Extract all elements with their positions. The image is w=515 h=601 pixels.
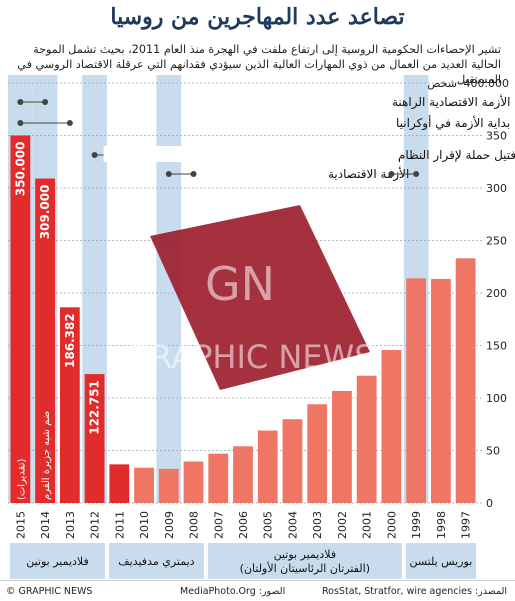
footer-credit: © GRAPHIC NEWS [6,586,93,597]
bar-2008 [183,461,204,503]
bar-2014 [35,178,55,504]
bar-2003 [307,404,328,503]
bar-2010 [134,467,154,503]
y-tick-label-3: 150 [486,340,507,353]
x-tick-label-2011: 2011 [113,511,126,539]
annotation-dot-2-a [91,152,98,158]
x-tick-label-2002: 2002 [336,511,349,539]
x-tick-label-2000: 2000 [385,511,398,539]
annotation-dot-0-b [42,99,49,105]
y-unit-label: شخص [427,77,457,90]
era-sublabel-1: (الفترتان الرئاسيتان الأولتان) [240,561,370,575]
x-tick-label-2009: 2009 [163,511,176,539]
x-tick-label-2001: 2001 [361,511,374,539]
x-tick-label-2010: 2010 [138,511,151,539]
annotation-dot-1-b [66,120,73,126]
y-tick-label-5: 250 [486,235,507,248]
x-tick-label-2007: 2007 [212,511,225,539]
x-tick-label-2004: 2004 [286,511,299,539]
x-tick-label-2008: 2008 [188,511,201,539]
footer: © GRAPHIC NEWS MediaPhoto.Org :الصور الم… [0,580,515,601]
x-tick-label-2013: 2013 [64,511,77,539]
passport-image [150,205,370,390]
y-tick-label-2: 100 [486,392,507,405]
x-tick-label-1999: 1999 [410,511,423,539]
y-tick-label-4: 200 [486,287,507,300]
bar-note-2015: (تقديرات) [16,459,27,501]
x-tick-label-1997: 1997 [460,511,473,539]
bar-2004 [282,419,303,503]
x-tick-label-2015: 2015 [14,511,27,539]
y-tick-label-0: 0 [486,497,493,510]
y-tick-label-1: 50 [486,445,500,458]
annotation-dot-3-a [165,171,172,177]
bar-2013 [59,307,80,503]
bar-2001 [356,375,377,503]
watermark-text: GRAPHIC NEWS [125,338,374,376]
annotation-dot-3-b [190,171,197,177]
x-tick-label-2012: 2012 [89,511,102,539]
bar-2000 [381,350,402,503]
annotation-dot-4-a [388,171,395,177]
bar-2011 [109,464,130,503]
era-band-2 [108,543,204,579]
watermark: GN GRAPHIC NEWS [125,205,375,390]
era-label-0: بوريس يلتسن [409,555,472,568]
x-axis: 2015 2014 2013 2012 2011 2010 2009 2008 2007 2006… [14,511,472,539]
annotation-bg-2 [103,146,401,162]
annotation-text-3: الأزمة الاقتصادية [328,166,409,182]
annotation-dot-1-a [17,120,24,126]
x-tick-label-2003: 2003 [311,511,324,539]
y-tick-label-8: 400.000 [464,77,510,90]
x-tick-label-1998: 1998 [435,511,448,539]
bar-2012 [84,374,105,503]
y-axis: 0 50 100 150 200 250 300 350 400.000 شخص [427,77,509,510]
bar-2005 [257,430,278,503]
data-label-2012: 122.751 [88,380,102,435]
bar-2006 [233,446,253,503]
y-tick-label-7: 350 [486,130,507,143]
data-label-2015: 350.000 [13,142,27,197]
chart-subtitle: تشير الإحصاءات الحكومية الروسية إلى ارتف… [17,43,501,86]
y-tick-label-6: 300 [486,182,507,195]
era-label-3: فلاديمير بوتين [26,555,89,568]
chart-title: تصاعد عدد المهاجرين من روسيا [110,4,405,30]
bar-1997 [455,258,476,503]
annotation-text-2: الاحتجاجات الحاشدة تشعل فتيل حملة لإقرار… [398,148,515,163]
annotation-text-1: بداية الأزمة في أوكرانيا [396,115,510,131]
annotations: الأزمة الاقتصادية الراهنة بداية الأزمة في… [17,93,515,182]
era-label-2: ديمتري مدفيديف [118,555,194,568]
x-tick-label-2005: 2005 [262,511,275,539]
annotation-text-0: الأزمة الاقتصادية الراهنة [392,94,511,110]
bar-1998 [431,278,451,503]
annotation-bg-1 [244,114,399,130]
annotation-dot-0-a [17,99,24,105]
era-band-1 [207,543,402,579]
annotation-bg-0 [234,93,395,109]
bar-note-2014: ضم شبه جزيرة القرم [41,411,52,500]
x-tick-label-2014: 2014 [39,511,52,539]
bar-2002 [332,390,352,503]
bar-chart: GN GRAPHIC NEWS 350.000 309.000 186.382 122.… [8,75,515,579]
x-tick-label-2006: 2006 [237,511,250,539]
footer-photo-credit: MediaPhoto.Org :الصور [180,586,286,597]
era-label-1: فلاديمير بوتين [274,548,337,561]
bars: 350.000 309.000 186.382 122.751 (تقديرات) ضم … [10,135,476,504]
era-band-0 [405,543,476,579]
watermark-logo: GN [205,257,275,311]
era-band-3 [10,543,105,579]
bar-1999 [406,278,427,503]
bar-2015 [10,135,31,503]
annotation-dot-4-b [413,171,420,177]
bar-2007 [208,453,229,503]
data-label-2014: 309.000 [38,185,52,240]
footer-source: المصدر: RosStat, Stratfor, wire agencies [322,586,507,597]
annotation-bg-3 [219,165,331,181]
data-label-2013: 186.382 [63,313,77,368]
bar-2009 [158,468,179,503]
